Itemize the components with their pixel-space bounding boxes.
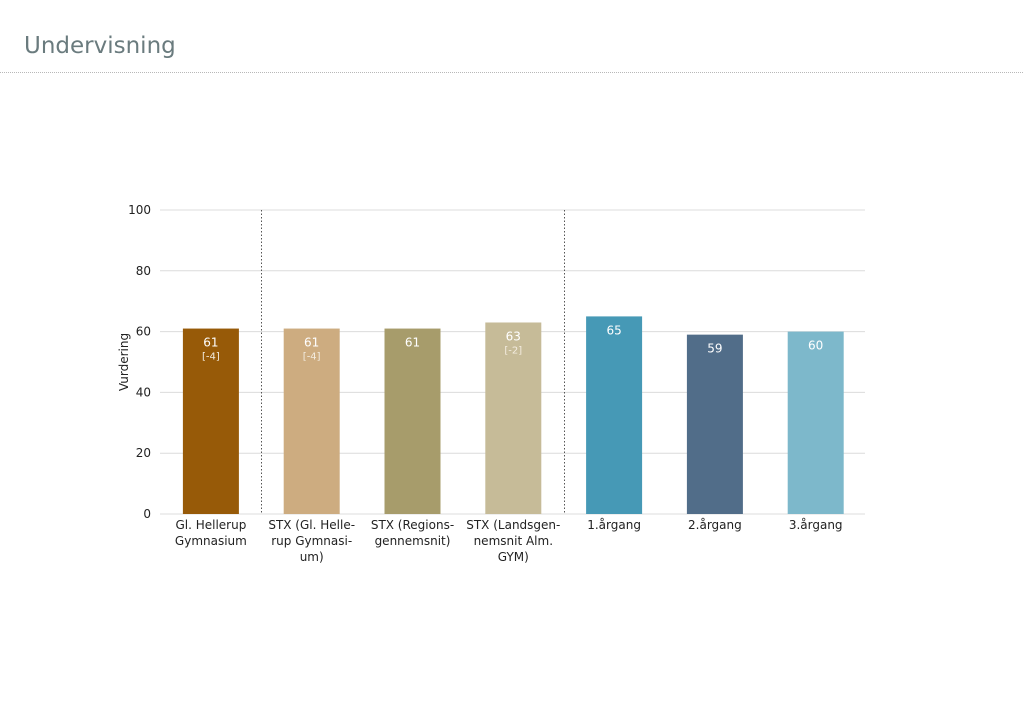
x-category-label: STX (Regions- <box>371 518 454 532</box>
y-axis-tick-labels: 0 20 40 60 80 100 <box>128 203 151 521</box>
bar-value-label: 59 <box>707 342 722 356</box>
bar <box>384 328 441 514</box>
bar-diff-label: [-4] <box>202 352 220 363</box>
bar-value-label: 61 <box>304 336 319 350</box>
y-tick-label: 100 <box>128 203 151 217</box>
y-axis-title: Vurdering <box>117 333 131 391</box>
group-separators <box>261 210 565 514</box>
x-category-label: um) <box>300 550 324 564</box>
y-tick-label: 80 <box>136 264 151 278</box>
bar-diff-label: [-2] <box>504 345 522 356</box>
x-category-label: STX (Gl. Helle- <box>268 518 355 532</box>
bar-value-label: 63 <box>506 329 521 343</box>
y-tick-label: 40 <box>136 385 151 399</box>
x-category-label: 1.årgang <box>587 518 641 532</box>
bar <box>283 328 340 514</box>
x-category-label: gennemsnit) <box>375 534 451 548</box>
bar <box>686 334 743 514</box>
x-category-label: 2.årgang <box>688 518 742 532</box>
bar <box>787 331 844 514</box>
bar <box>182 328 239 514</box>
x-category-label: GYM) <box>498 550 529 564</box>
page-title: Undervisning <box>24 33 176 59</box>
title-divider <box>0 72 1023 73</box>
y-tick-label: 0 <box>143 507 151 521</box>
x-category-label: nemsnit Alm. <box>474 534 553 548</box>
x-axis-category-labels: Gl. Hellerup Gymnasium STX (Gl. Helle-rup … <box>175 518 843 564</box>
y-tick-label: 20 <box>136 446 151 460</box>
y-tick-label: 60 <box>136 325 151 339</box>
x-category-label: STX (Landsgen- <box>466 518 560 532</box>
bar-value-label: 61 <box>203 336 218 350</box>
value-labels: 61 [-4] 61 [-4] 61 63 [-2] 65 59 60 <box>202 323 823 362</box>
bars <box>182 316 844 514</box>
x-category-label: rup Gymnasi- <box>271 534 352 548</box>
bar <box>485 322 542 514</box>
x-category-label: Gl. Hellerup <box>175 518 246 532</box>
bar-value-label: 61 <box>405 336 420 350</box>
bar-value-label: 65 <box>606 323 621 337</box>
x-category-label: 3.årgang <box>789 518 843 532</box>
bar <box>586 316 643 514</box>
x-category-label: Gymnasium <box>175 534 247 548</box>
bar-diff-label: [-4] <box>303 352 321 363</box>
bar-value-label: 60 <box>808 339 823 353</box>
